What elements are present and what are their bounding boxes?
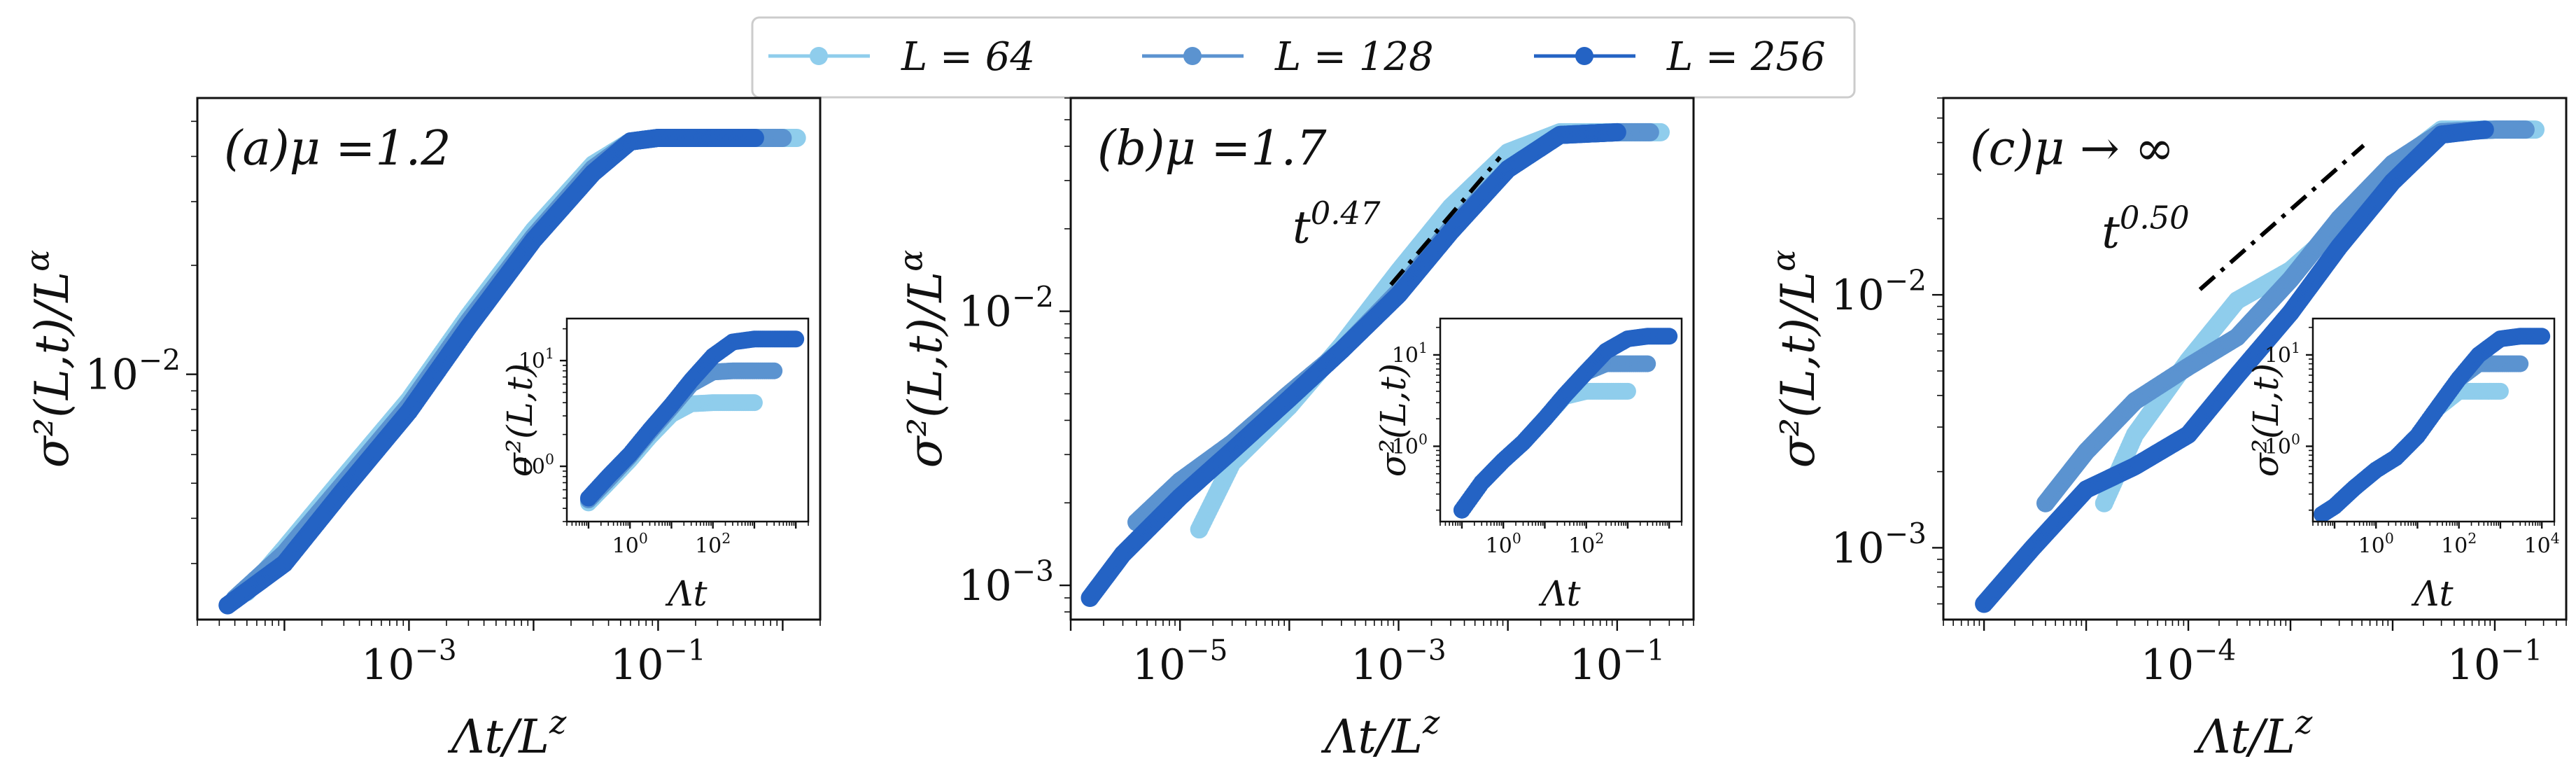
inset-x-tick-label: 100 xyxy=(2358,530,2394,559)
main-point xyxy=(773,128,792,147)
main-frame xyxy=(1942,97,2568,621)
main-series-2 xyxy=(1975,120,2494,613)
main-ticks xyxy=(1060,97,1694,631)
slope-annotation: t0.47 xyxy=(1293,195,1381,254)
panel-label: (c)μ → ∞ xyxy=(1970,121,2174,176)
guide-line xyxy=(1389,155,1502,286)
guide-line xyxy=(2198,144,2365,291)
inset-y-tick-label: 100 xyxy=(519,451,554,480)
slope-annotation: t0.50 xyxy=(2102,200,2189,259)
inset-point xyxy=(1619,382,1636,400)
main-y-tick-label: 10−2 xyxy=(85,344,181,400)
panel-2: 10−4 10−1 10−3 10−2 Λt/Lz σ²(L,t)/Lα t0.50 (c)μ… xyxy=(1764,97,2568,761)
inset-x-tick-label: 100 xyxy=(612,530,648,559)
inset-0: 100 102 100 101 Λt σ²(L,t) xyxy=(500,317,810,614)
main-x-label: Λt/Lz xyxy=(1321,703,1440,761)
main-x-tick-label: 10−3 xyxy=(361,634,457,690)
main-point xyxy=(1640,123,1659,141)
main-series xyxy=(218,128,806,615)
inset-ticks xyxy=(2306,326,2555,529)
inset-frame xyxy=(565,317,810,523)
main-series xyxy=(1975,120,2545,613)
main-x-tick-label: 10−1 xyxy=(2447,634,2543,690)
legend-label-0: L = 64 xyxy=(901,34,1035,80)
main-point xyxy=(787,128,806,147)
legend-label-1: L = 128 xyxy=(1274,34,1434,80)
inset-x-tick-label: 102 xyxy=(695,530,731,559)
inset-x-tick-label: 100 xyxy=(1486,530,1521,559)
main-x-tick-label: 10−3 xyxy=(1351,634,1447,690)
inset-y-label: σ²(L,t) xyxy=(2246,363,2286,477)
inset-point xyxy=(1639,355,1656,372)
main-series-2 xyxy=(1081,123,1626,608)
main-y-tick-label: 10−2 xyxy=(1831,264,1927,320)
inset-series-2 xyxy=(1453,328,1678,519)
panel-1: 10−5 10−3 10−1 10−3 10−2 Λt/Lz σ²(L,t)/Lα t0.47… xyxy=(892,97,1695,761)
main-x-tick-label: 10−1 xyxy=(1570,634,1666,690)
main-frame xyxy=(196,97,822,621)
main-x-tick-label: 10−1 xyxy=(610,634,706,690)
inset-x-label: Λt xyxy=(1538,573,1581,614)
inset-1: 100 102 100 101 Λt σ²(L,t) xyxy=(1373,317,1683,614)
panel-label: (b)μ =1.7 xyxy=(1097,121,1327,176)
main-x-tick-label: 10−4 xyxy=(2141,634,2237,690)
inset-y-tick-label: 100 xyxy=(1392,431,1428,459)
inset-frame xyxy=(1439,317,1683,523)
main-point xyxy=(745,128,764,147)
main-y-tick-label: 10−3 xyxy=(1831,517,1927,573)
inset-y-tick-label: 101 xyxy=(2265,340,2300,368)
inset-2: 100 102 104 100 101 Λt σ²(L,t) xyxy=(2246,317,2560,614)
inset-ticks xyxy=(560,328,809,529)
inset-x-label: Λt xyxy=(665,573,708,614)
main-y-label: σ²(L,t)/Lα xyxy=(892,250,952,468)
inset-point xyxy=(766,362,783,379)
main-ticks xyxy=(186,120,821,631)
inset-y-label: σ²(L,t) xyxy=(500,363,540,477)
inset-y-label: σ²(L,t) xyxy=(1373,363,1414,477)
inset-ticks xyxy=(1433,326,1682,529)
inset-series-2 xyxy=(579,330,805,507)
inset-x-tick-label: 104 xyxy=(2524,530,2560,559)
legend-marker-0 xyxy=(810,47,828,65)
inset-x-tick-label: 102 xyxy=(2441,530,2477,559)
inset-y-tick-label: 100 xyxy=(2265,431,2300,459)
main-series-2 xyxy=(218,128,764,615)
main-x-tick-label: 10−5 xyxy=(1132,634,1228,690)
legend: L = 64 L = 128 L = 256 xyxy=(751,16,1856,99)
inset-point xyxy=(2533,328,2551,345)
main-y-tick-label: 10−3 xyxy=(959,554,1055,610)
inset-point xyxy=(2491,382,2509,400)
main-point xyxy=(2475,120,2494,139)
main-x-label: Λt/Lz xyxy=(447,703,567,761)
main-point xyxy=(1607,123,1626,141)
inset-point xyxy=(1661,328,1678,345)
inset-point xyxy=(745,394,763,412)
inset-series xyxy=(1453,328,1678,519)
legend-marker-1 xyxy=(1183,47,1202,65)
legend-label-2: L = 256 xyxy=(1666,34,1826,80)
inset-point xyxy=(787,330,805,348)
main-ticks xyxy=(1932,97,2567,631)
inset-y-tick-label: 101 xyxy=(519,345,554,374)
inset-series xyxy=(579,330,805,512)
inset-series-2 xyxy=(2314,328,2551,522)
inset-point xyxy=(2512,355,2529,372)
main-y-label: σ²(L,t)/Lα xyxy=(1764,250,1825,468)
inset-x-tick-label: 102 xyxy=(1568,530,1604,559)
main-x-label: Λt/Lz xyxy=(2193,703,2313,761)
inset-y-tick-label: 101 xyxy=(1392,340,1428,368)
inset-frame xyxy=(2311,317,2556,523)
inset-x-label: Λt xyxy=(2411,573,2454,614)
inset-series xyxy=(2314,328,2551,522)
panel-label: (a)μ =1.2 xyxy=(224,121,451,176)
main-y-label: σ²(L,t)/Lα xyxy=(18,250,79,468)
main-series xyxy=(1081,123,1670,608)
legend-marker-2 xyxy=(1575,47,1593,65)
main-y-tick-label: 10−2 xyxy=(959,281,1055,337)
main-point xyxy=(2516,120,2535,139)
